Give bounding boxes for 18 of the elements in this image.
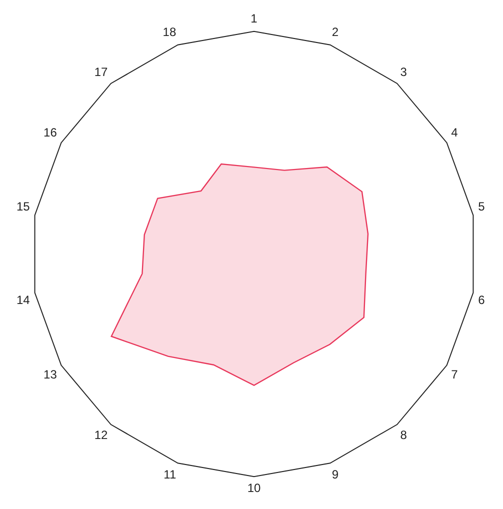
spoke-label: 14: [16, 293, 30, 308]
spoke-label: 3: [400, 64, 408, 79]
spoke-label: 13: [44, 367, 58, 382]
spoke-label: 17: [94, 64, 108, 79]
spoke-label: 10: [247, 481, 261, 496]
spoke-label: 6: [478, 293, 486, 308]
spoke-label: 11: [164, 467, 176, 482]
spoke-label: 12: [94, 428, 108, 442]
spoke-label: 18: [162, 25, 176, 40]
spoke-label: 7: [451, 367, 458, 382]
spoke-label: 16: [44, 125, 58, 140]
spoke-label: 2: [332, 25, 339, 40]
spoke-label: 15: [16, 200, 30, 214]
spoke-label: 4: [451, 125, 458, 140]
spoke-label: 5: [478, 200, 486, 214]
spoke-label: 8: [400, 428, 408, 442]
spoke-label: 1: [250, 12, 258, 26]
spoke-label: 9: [332, 467, 339, 482]
